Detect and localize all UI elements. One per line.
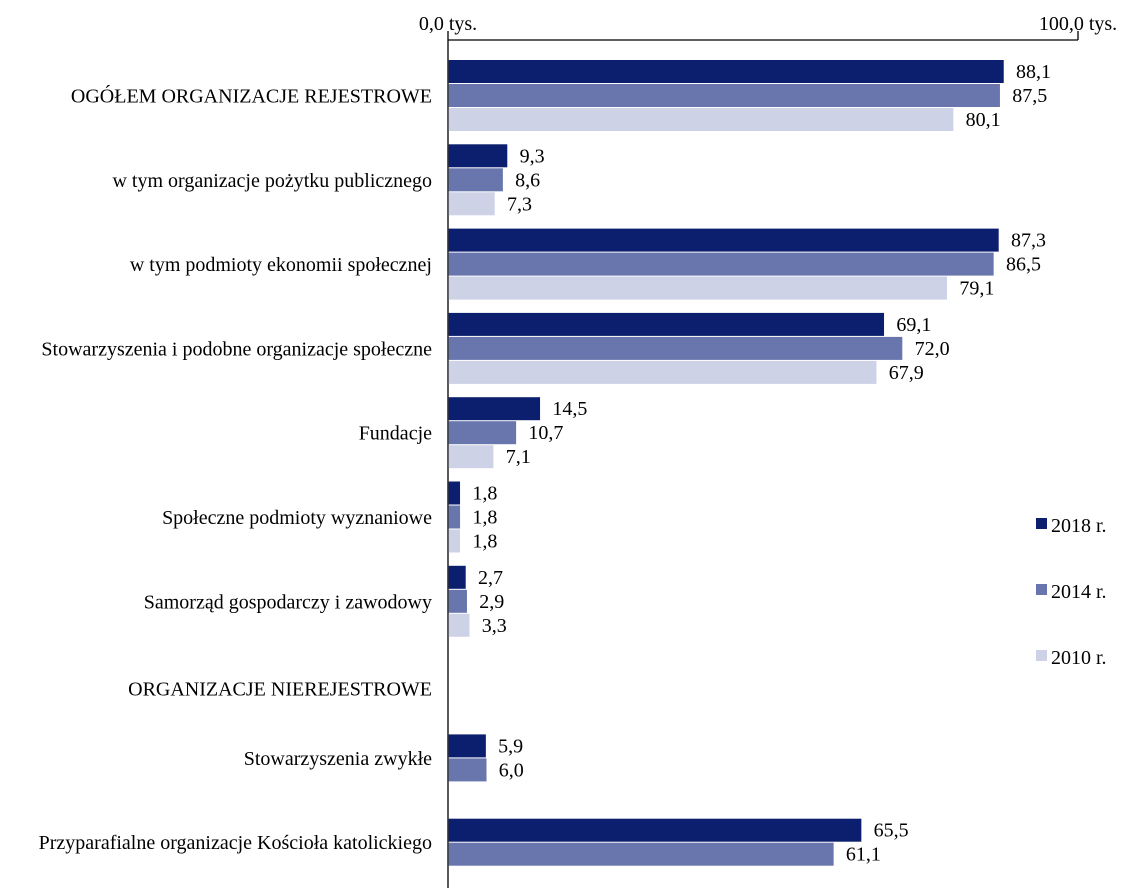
category-label: w tym organizacje pożytku publicznego [112,170,432,192]
bar-2018 [448,60,1004,83]
data-label: 1,8 [472,507,497,529]
data-label: 7,1 [506,446,531,468]
category-label: Przyparafialne organizacje Kościoła kato… [39,832,432,854]
bar-2010 [448,276,948,300]
legend-label: 2018 r. [1051,515,1107,537]
data-label: 65,5 [874,820,909,842]
bar-2014 [448,589,467,613]
bar-2010 [448,192,495,216]
category-label: w tym podmioty ekonomii społecznej [130,254,432,276]
x-tick-label: 100,0 tys. [1039,13,1117,35]
legend-label: 2014 r. [1051,581,1107,603]
legend-swatch [1036,650,1047,661]
data-label: 80,1 [966,109,1001,131]
data-label: 87,3 [1011,230,1046,252]
category-label: ORGANIZACJE NIEREJESTROWE [128,679,432,701]
bar-2018 [448,565,466,589]
legend: 2018 r. 2014 r. 2010 r. [1036,515,1107,669]
category-label: Fundacje [359,423,432,445]
legend-swatch [1036,518,1047,529]
bar-2010 [448,360,877,384]
data-label: 67,9 [889,362,924,384]
bar-2018 [448,397,541,421]
bar-2014 [448,84,1000,107]
data-label: 6,0 [499,759,524,781]
bar-2010 [448,613,470,637]
data-label: 87,5 [1012,85,1047,107]
category-label: Społeczne podmioty wyznaniowe [162,507,432,529]
data-label: 2,9 [479,591,504,613]
bar-2018 [448,481,461,505]
data-label: 86,5 [1006,254,1041,276]
data-label: 8,6 [515,169,540,191]
data-label: 72,0 [915,338,950,360]
bar-2010 [448,108,954,131]
bar-2014 [448,336,903,360]
bar-2010 [448,529,461,553]
data-label: 69,1 [896,314,931,336]
category-label: Stowarzyszenia i podobne organizacje spo… [41,338,432,360]
bars-layer [448,60,1004,866]
data-label: 10,7 [528,422,563,444]
data-label: 2,7 [478,567,503,589]
data-label: 61,1 [846,844,881,866]
bar-2018 [448,818,862,842]
bar-2014 [448,842,834,866]
bar-2018 [448,734,486,758]
category-label: Stowarzyszenia zwykłe [244,748,432,770]
axis-layer: 0,0 tys. 100,0 tys. [419,13,1117,888]
data-label: 1,8 [472,483,497,505]
data-label: 88,1 [1016,61,1051,83]
data-label: 79,1 [959,278,994,300]
data-label: 1,8 [472,531,497,553]
data-label: 14,5 [552,398,587,420]
legend-swatch [1036,584,1047,595]
bar-2018 [448,144,508,168]
category-label: OGÓŁEM ORGANIZACJE REJESTROWE [71,84,432,108]
bar-2014 [448,252,994,276]
data-label: 3,3 [482,615,507,637]
bar-2018 [448,312,885,336]
bar-2014 [448,758,487,782]
category-label: Samorząd gospodarczy i zawodowy [144,591,432,613]
legend-label: 2010 r. [1051,647,1107,669]
labels-layer: OGÓŁEM ORGANIZACJE REJESTROWE 88,187,5 80,… [39,61,1051,866]
x-tick-label: 0,0 tys. [419,13,477,35]
data-label: 9,3 [520,145,545,167]
bar-2014 [448,168,503,192]
data-label: 7,3 [507,193,532,215]
data-label: 5,9 [498,735,523,757]
bar-2014 [448,421,517,445]
bar-2010 [448,445,494,469]
bar-2014 [448,505,461,529]
bar-2018 [448,228,999,252]
